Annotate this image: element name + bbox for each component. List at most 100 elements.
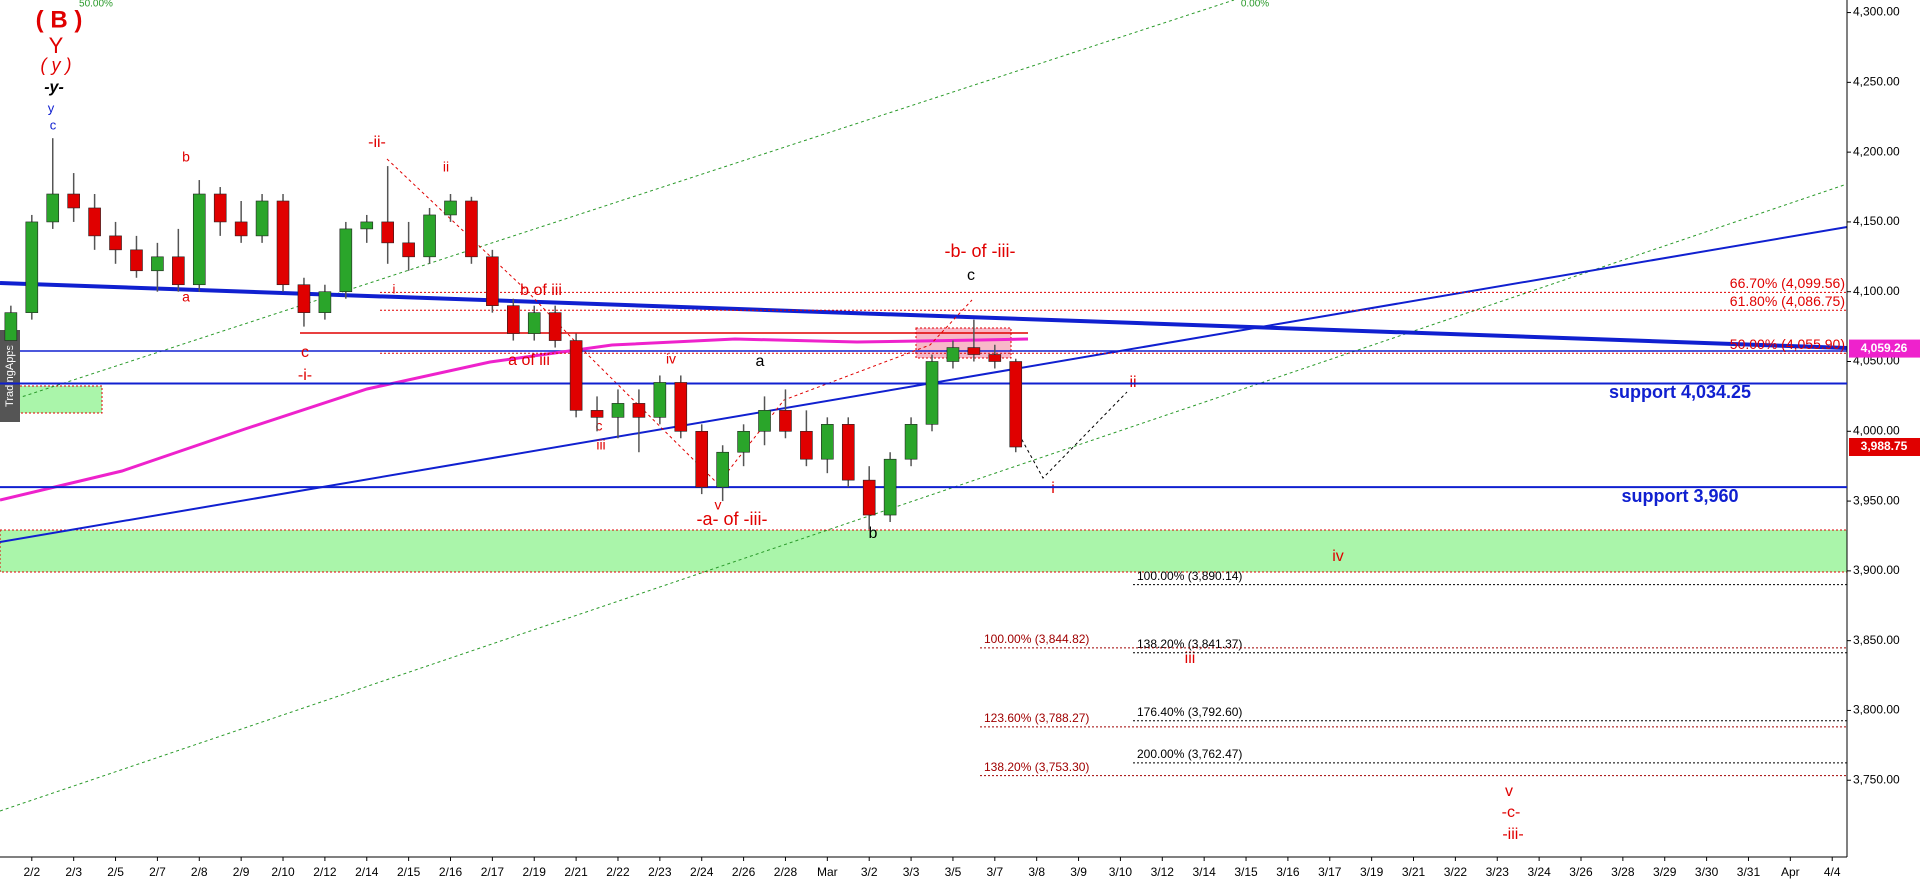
candle-body: [862, 479, 876, 516]
y-tick-label: 3,950.00: [1853, 493, 1900, 507]
wave-label: ( y ): [41, 55, 72, 75]
fib-label: 138.20% (3,753.30): [984, 760, 1089, 774]
candle-body: [67, 193, 80, 209]
candle-body: [653, 382, 667, 418]
green-zone: [11, 385, 103, 414]
y-tick-label: 4,150.00: [1853, 214, 1900, 228]
candle-body: [444, 200, 457, 216]
fib-label: 50.00% (4,055.90): [1730, 336, 1845, 352]
x-tick-label: 2/9: [233, 865, 250, 879]
wave-label: ii: [443, 159, 449, 175]
y-tick-label: 4,250.00: [1853, 75, 1900, 89]
y-tick-label: 3,800.00: [1853, 703, 1900, 717]
candle-body: [841, 424, 855, 481]
x-tick-label: 3/28: [1611, 865, 1635, 879]
candle-body: [800, 430, 813, 460]
wave-label: c: [596, 418, 603, 434]
candle-body: [109, 235, 122, 251]
candle-body: [507, 305, 520, 334]
candle-body: [569, 340, 583, 411]
channel-line: [0, 183, 1848, 812]
x-tick-label: 3/24: [1527, 865, 1551, 879]
x-tick-label: 3/5: [945, 865, 962, 879]
candle-body: [213, 193, 227, 223]
candle-body: [758, 410, 771, 432]
green-zone: [0, 529, 1848, 573]
wave-label: a of iii: [508, 352, 550, 369]
watermark: TradingApps: [4, 345, 16, 407]
x-tick-label: 3/2: [861, 865, 878, 879]
x-tick-label: 2/5: [107, 865, 124, 879]
x-tick-label: 3/29: [1653, 865, 1677, 879]
wave-label: iii: [596, 437, 605, 453]
candle-body: [716, 451, 729, 488]
x-tick-label: 3/31: [1737, 865, 1761, 879]
x-tick-label: 2/21: [564, 865, 588, 879]
candle-body: [339, 228, 353, 293]
x-tick-label: 2/24: [690, 865, 714, 879]
wave-label: b: [182, 149, 190, 165]
y-tick-label: 3,900.00: [1853, 563, 1900, 577]
candle-body: [318, 291, 332, 313]
x-tick-label: 3/3: [903, 865, 920, 879]
candle-body: [360, 221, 374, 230]
wave-label: b: [869, 525, 878, 542]
wave-label: -b- of -iii-: [945, 241, 1016, 261]
wave-label: a: [756, 353, 765, 370]
x-tick-label: 2/10: [271, 865, 295, 879]
projection-path: [1015, 391, 1128, 479]
candle-body: [192, 193, 206, 286]
channel-label: 0.00%: [1241, 0, 1269, 10]
wave-label: iii: [1185, 650, 1196, 667]
candle-body: [925, 361, 939, 425]
candle-body: [486, 256, 499, 306]
candle-body: [1009, 361, 1023, 448]
x-tick-label: 4/4: [1824, 865, 1841, 879]
fib-label: 66.70% (4,099.56): [1730, 275, 1845, 291]
channel-line: [0, 0, 1235, 405]
candle-body: [46, 193, 60, 223]
candle-body: [946, 347, 960, 362]
candle-body: [276, 200, 290, 286]
x-tick-label: 3/21: [1402, 865, 1426, 879]
x-tick-label: 2/19: [523, 865, 547, 879]
support-label: support 3,960: [1621, 486, 1738, 506]
candle-body: [590, 410, 604, 418]
fib-label: 61.80% (4,086.75): [1730, 293, 1845, 309]
x-tick-label: Apr: [1781, 865, 1800, 879]
wave-label: -ii-: [368, 134, 386, 151]
wave-label: -iii-: [1502, 826, 1523, 843]
price-tag: [1849, 339, 1920, 358]
wave-label: iv: [1332, 548, 1344, 565]
candle-body: [821, 424, 834, 460]
wave-label: -i-: [298, 367, 312, 384]
candle-body: [695, 430, 709, 488]
candle-body: [151, 256, 164, 272]
wave-label: b of iii: [520, 282, 562, 299]
moving-average: [0, 337, 1029, 502]
x-tick-label: 2/12: [313, 865, 337, 879]
x-tick-label: 3/23: [1486, 865, 1510, 879]
wave-label: Y: [49, 33, 64, 58]
x-tick-label: 3/8: [1028, 865, 1045, 879]
x-tick-label: 3/10: [1109, 865, 1133, 879]
channel-label: 50.00%: [79, 0, 113, 10]
price-tag: [1849, 437, 1920, 456]
fib-label: 123.60% (3,788.27): [984, 711, 1089, 725]
x-tick-label: 2/26: [732, 865, 756, 879]
price-tag-label: 3,988.75: [1861, 439, 1908, 453]
y-tick-label: 4,200.00: [1853, 144, 1900, 158]
watermark-tab: [0, 330, 20, 422]
candle-body: [611, 403, 625, 418]
x-tick-label: 3/17: [1318, 865, 1342, 879]
x-tick-label: 3/12: [1151, 865, 1175, 879]
wave-label: iv: [666, 351, 676, 367]
wave-label: y: [48, 100, 55, 115]
y-tick-label: 4,300.00: [1853, 5, 1900, 19]
candle-body: [779, 410, 792, 432]
x-tick-label: 2/28: [774, 865, 798, 879]
y-tick-label: 4,000.00: [1853, 423, 1900, 437]
x-tick-label: 2/3: [65, 865, 82, 879]
candle-body: [234, 221, 248, 237]
